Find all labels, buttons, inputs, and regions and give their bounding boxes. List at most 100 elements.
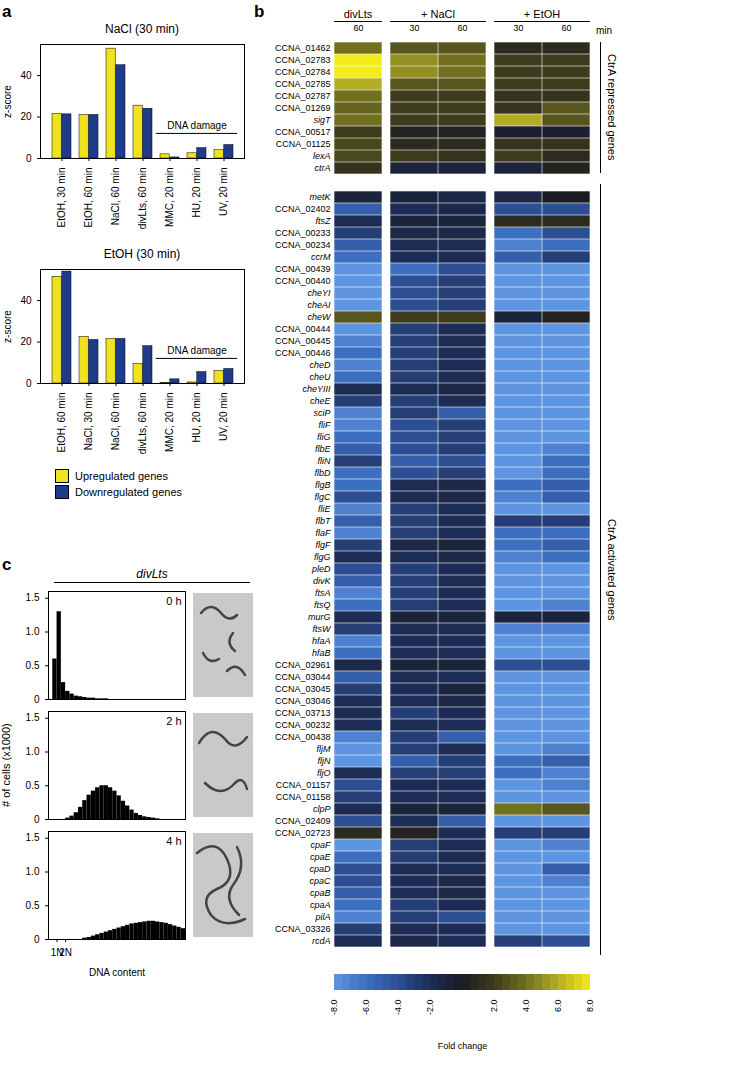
svg-text:CCNA_00445: CCNA_00445 [275,337,330,347]
svg-text:60: 60 [353,23,363,33]
svg-text:1.5: 1.5 [26,832,40,843]
svg-text:0.5: 0.5 [26,900,40,911]
svg-text:CCNA_03045: CCNA_03045 [275,685,330,695]
svg-text:60: 60 [457,23,467,33]
svg-text:2N: 2N [59,947,72,958]
svg-text:clpP: clpP [313,805,330,815]
svg-text:NaCl, 30 min: NaCl, 30 min [83,393,94,451]
svg-text:Fold change: Fold change [438,1041,488,1051]
svg-text:40: 40 [20,295,32,306]
svg-text:UV, 20 min: UV, 20 min [218,168,229,217]
svg-text:DNA damage: DNA damage [167,345,227,356]
svg-text:EtOH, 60 min: EtOH, 60 min [56,393,67,453]
svg-text:1.0: 1.0 [26,866,40,877]
svg-text:fliF: fliF [319,421,331,431]
svg-text:1.5: 1.5 [26,592,40,603]
svg-text:8.0: 8.0 [585,1000,595,1013]
svg-text:flgG: flgG [314,553,330,563]
svg-text:UV, 20 min: UV, 20 min [218,393,229,442]
svg-text:EtOH, 30 min: EtOH, 30 min [56,168,67,228]
svg-text:cheW: cheW [308,313,332,323]
svg-text:-4.0: -4.0 [393,1000,403,1016]
svg-text:fljM: fljM [317,745,331,755]
svg-text:cpaC: cpaC [310,877,331,887]
svg-text:40: 40 [20,70,32,81]
svg-text:flaF: flaF [316,529,331,539]
svg-text:pleD: pleD [311,565,331,575]
svg-text:-8.0: -8.0 [329,1000,339,1016]
svg-text:murG: murG [308,613,330,623]
svg-text:0: 0 [34,814,40,825]
svg-text:hfaB: hfaB [312,649,330,659]
svg-text:CCNA_00233: CCNA_00233 [275,229,330,239]
svg-text:fliN: fliN [318,457,331,467]
svg-text:fljN: fljN [318,757,331,767]
svg-text:ftsW: ftsW [313,625,332,635]
svg-text:2.0: 2.0 [489,1000,499,1013]
svg-text:2 h: 2 h [166,715,181,727]
svg-text:CCNA_03046: CCNA_03046 [275,697,330,707]
svg-text:flbD: flbD [315,469,331,479]
svg-text:CCNA_03044: CCNA_03044 [275,673,330,683]
svg-text:NaCl, 60 min: NaCl, 60 min [110,393,121,451]
svg-text:HU, 20 min: HU, 20 min [191,168,202,218]
svg-text:ftsZ: ftsZ [316,217,331,227]
svg-text:cheYIII: cheYIII [303,385,331,395]
svg-text:CCNA_01158: CCNA_01158 [276,793,331,803]
svg-text:1.5: 1.5 [26,712,40,723]
svg-text:CCNA_01125: CCNA_01125 [276,139,331,149]
svg-text:1.0: 1.0 [26,746,40,757]
svg-text:4 h: 4 h [166,835,181,847]
svg-text:CCNA_00234: CCNA_00234 [275,241,330,251]
svg-text:hfaA: hfaA [312,637,330,647]
svg-text:CCNA_00440: CCNA_00440 [275,277,330,287]
svg-text:CCNA_02787: CCNA_02787 [275,91,330,101]
svg-text:cpaE: cpaE [310,853,331,863]
svg-text:DNA content: DNA content [89,967,145,978]
svg-text:CCNA_02785: CCNA_02785 [275,79,330,89]
svg-text:flbE: flbE [315,445,331,455]
svg-text:CCNA_02961: CCNA_02961 [275,661,330,671]
svg-text:rcdA: rcdA [312,937,330,947]
svg-text:cheU: cheU [310,373,331,383]
svg-text:ccrM: ccrM [311,253,331,263]
svg-text:1.0: 1.0 [26,626,40,637]
svg-text:cheAI: cheAI [308,301,331,311]
svg-text:0: 0 [26,378,32,389]
svg-text:CCNA_03713: CCNA_03713 [275,709,330,719]
svg-text:sciP: sciP [314,409,331,419]
svg-text:cpaD: cpaD [310,865,331,875]
svg-text:20: 20 [20,336,32,347]
svg-text:cpaB: cpaB [310,889,330,899]
svg-text:20: 20 [20,111,32,122]
svg-text:ftsQ: ftsQ [314,601,330,611]
svg-text:CCNA_00446: CCNA_00446 [275,349,330,359]
svg-text:NaCl, 60 min: NaCl, 60 min [110,168,121,226]
svg-text:z-score: z-score [2,85,13,118]
svg-text:fliG: fliG [317,433,330,443]
svg-text:CCNA_00439: CCNA_00439 [275,265,330,275]
svg-text:-6.0: -6.0 [361,1000,371,1016]
svg-text:EtOH, 60 min: EtOH, 60 min [83,168,94,228]
svg-text:60: 60 [561,23,571,33]
svg-text:HU, 20 min: HU, 20 min [191,393,202,443]
svg-text:fljO: fljO [317,769,330,779]
svg-text:4.0: 4.0 [521,1000,531,1013]
svg-text:0 h: 0 h [166,595,181,607]
svg-text:pilA: pilA [315,913,331,923]
svg-text:30: 30 [514,23,524,33]
svg-text:30: 30 [410,23,420,33]
svg-text:0.5: 0.5 [26,780,40,791]
svg-text:CCNA_00232: CCNA_00232 [275,721,330,731]
svg-text:CCNA_00517: CCNA_00517 [275,127,330,137]
svg-text:divK: divK [313,577,331,587]
svg-text:flgC: flgC [315,493,331,503]
svg-text:0: 0 [34,694,40,705]
svg-text:divLts, 60 min: divLts, 60 min [137,168,148,230]
svg-text:cpaF: cpaF [311,841,331,851]
svg-text:DNA damage: DNA damage [167,120,227,131]
svg-text:MMC, 20 min: MMC, 20 min [164,168,175,227]
svg-text:ftsA: ftsA [315,589,330,599]
svg-text:divLts, 60 min: divLts, 60 min [137,393,148,455]
svg-text:MMC, 20 min: MMC, 20 min [164,393,175,452]
